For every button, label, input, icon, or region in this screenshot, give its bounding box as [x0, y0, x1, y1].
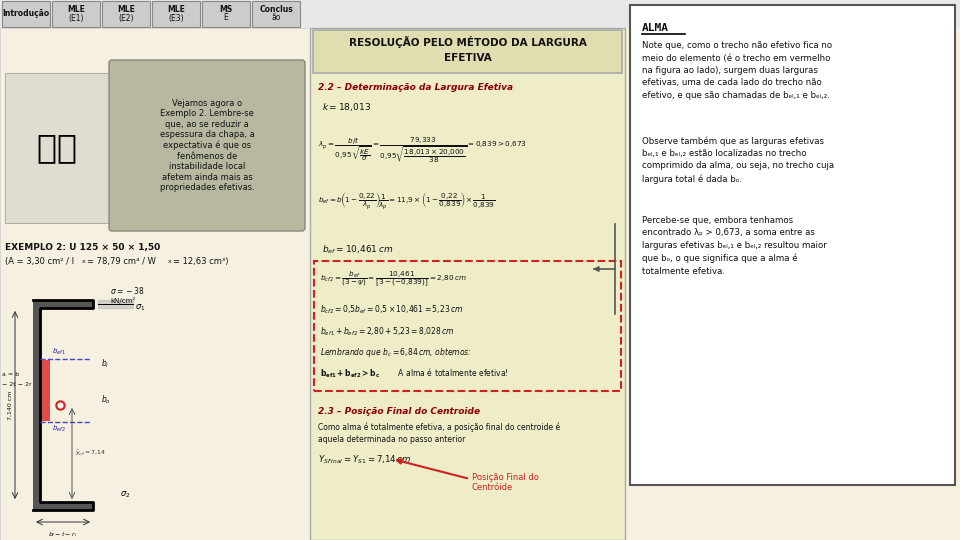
Bar — [0, 0, 960, 28]
Text: x: x — [82, 259, 85, 264]
Text: $\mathbf{b_{ef1} + b_{ef2} > b_c}$        A alma é totalmente efetiva!: $\mathbf{b_{ef1} + b_{ef2} > b_c}$ A alm… — [320, 366, 509, 380]
Text: $b_{ef2}$: $b_{ef2}$ — [52, 424, 66, 434]
Text: $k = 18{,}013$: $k = 18{,}013$ — [322, 101, 371, 113]
Text: Percebe-se que, embora tenhamos
encontrado λₚ > 0,673, a soma entre as
larguras : Percebe-se que, embora tenhamos encontra… — [642, 216, 827, 276]
Text: Note que, como o trecho não efetivo fica no
meio do elemento (é o trecho em verm: Note que, como o trecho não efetivo fica… — [642, 41, 832, 100]
Bar — [33, 502, 93, 510]
Polygon shape — [98, 300, 133, 308]
Text: MLE: MLE — [67, 5, 84, 15]
Text: EXEMPLO 2: U 125 × 50 × 1,50: EXEMPLO 2: U 125 × 50 × 1,50 — [5, 243, 160, 252]
Text: $b_{ef} = 10{,}461 \, cm$: $b_{ef} = 10{,}461 \, cm$ — [322, 243, 394, 255]
FancyBboxPatch shape — [252, 1, 300, 27]
Bar — [40, 360, 50, 421]
Text: $b_{ef1}$: $b_{ef1}$ — [52, 347, 66, 357]
Text: $\lambda_p = \dfrac{b/t}{0{,}95\sqrt{\dfrac{kE}{\sigma}}} = \dfrac{79{,}333}{0{,: $\lambda_p = \dfrac{b/t}{0{,}95\sqrt{\df… — [318, 136, 527, 166]
Text: kN/cm²: kN/cm² — [110, 297, 135, 304]
Text: 2.3 – Posição Final do Centroide: 2.3 – Posição Final do Centroide — [318, 407, 480, 416]
Text: x: x — [168, 259, 172, 264]
Text: − 2t − 2r: − 2t − 2r — [2, 382, 32, 388]
Text: Posição Final do
Centróide: Posição Final do Centróide — [472, 473, 539, 492]
Text: $Y_{SFinal} = Y_{S1} = 7{,}14 \, cm$: $Y_{SFinal} = Y_{S1} = 7{,}14 \, cm$ — [318, 453, 411, 465]
Bar — [0, 28, 310, 540]
Bar — [33, 300, 93, 308]
Text: $\bar{y}_{cf}=7{,}14$: $\bar{y}_{cf}=7{,}14$ — [75, 449, 107, 458]
Text: Introdução: Introdução — [2, 10, 50, 18]
Text: = 12,63 cm³): = 12,63 cm³) — [173, 257, 228, 266]
Text: 2.2 – Determinação da Largura Efetiva: 2.2 – Determinação da Largura Efetiva — [318, 83, 514, 92]
FancyBboxPatch shape — [52, 1, 100, 27]
Text: (A = 3,30 cm² / I: (A = 3,30 cm² / I — [5, 257, 74, 266]
Text: $b_f - t - r_i$: $b_f - t - r_i$ — [48, 530, 78, 539]
Text: 7,140 cm: 7,140 cm — [8, 390, 13, 420]
Text: RESOLUÇÃO PELO MÉTODO DA LARGURA: RESOLUÇÃO PELO MÉTODO DA LARGURA — [348, 36, 587, 48]
Text: $b_{ef} = b\!\left(1 - \dfrac{0{,}22}{\lambda_p}\right)\!\dfrac{1}{\lambda_p} = : $b_{ef} = b\!\left(1 - \dfrac{0{,}22}{\l… — [318, 191, 495, 213]
Text: Vejamos agora o
Exemplo 2. Lembre-se
que, ao se reduzir a
espessura da chapa, a
: Vejamos agora o Exemplo 2. Lembre-se que… — [159, 99, 254, 192]
Text: $b_{cf2} = \dfrac{b_{ef}}{(3 - \psi)} = \dfrac{10{,}461}{[3-(-0{,}839)]} = 2{,}8: $b_{cf2} = \dfrac{b_{ef}}{(3 - \psi)} = … — [320, 269, 467, 288]
Text: aquela determinada no passo anterior: aquela determinada no passo anterior — [318, 435, 466, 444]
Text: $b_o$: $b_o$ — [101, 394, 111, 406]
Text: MLE: MLE — [117, 5, 135, 15]
Text: Como alma é totalmente efetiva, a posição final do centroide é: Como alma é totalmente efetiva, a posiçã… — [318, 423, 560, 433]
Text: $b_i$: $b_i$ — [101, 357, 109, 370]
Text: $b_{ef1} + b_{ef2} = 2{,}80 + 5{,}23 = 8{,}028 \, cm$: $b_{ef1} + b_{ef2} = 2{,}80 + 5{,}23 = 8… — [320, 326, 455, 339]
Text: a = b: a = b — [2, 373, 19, 377]
FancyBboxPatch shape — [102, 1, 150, 27]
Text: 👨‍💻: 👨‍💻 — [37, 132, 77, 165]
Text: ão: ão — [272, 14, 280, 23]
Bar — [630, 5, 955, 485]
Text: $\sigma_1$: $\sigma_1$ — [135, 303, 145, 313]
Bar — [33, 300, 40, 510]
Bar — [310, 28, 625, 540]
FancyBboxPatch shape — [152, 1, 200, 27]
Bar — [313, 30, 622, 73]
FancyBboxPatch shape — [202, 1, 250, 27]
Text: $\sigma = -38$: $\sigma = -38$ — [110, 285, 145, 296]
Bar — [5, 73, 110, 223]
Text: = 78,79 cm⁴ / W: = 78,79 cm⁴ / W — [87, 257, 156, 266]
Text: $\sigma_2$: $\sigma_2$ — [120, 490, 131, 500]
FancyBboxPatch shape — [109, 60, 305, 231]
Text: (E1): (E1) — [68, 14, 84, 23]
Text: ALMA: ALMA — [642, 23, 669, 33]
Text: MLE: MLE — [167, 5, 185, 15]
FancyBboxPatch shape — [2, 1, 50, 27]
Text: Observe também que as larguras efetivas
bₑₗ,₁ e bₑₗ,₂ estão localizadas no trech: Observe também que as larguras efetivas … — [642, 136, 834, 184]
Text: Conclus: Conclus — [259, 5, 293, 15]
Text: EFETIVA: EFETIVA — [444, 53, 492, 63]
Text: (E3): (E3) — [168, 14, 183, 23]
FancyBboxPatch shape — [314, 261, 621, 391]
Text: Lembrando que $b_c = 6{,}84 \, cm$, obtemos:: Lembrando que $b_c = 6{,}84 \, cm$, obte… — [320, 346, 471, 359]
Text: $b_{cf2} = 0{,}5b_{ef} = 0{,}5 \times 10{,}461 = 5{,}23 \, cm$: $b_{cf2} = 0{,}5b_{ef} = 0{,}5 \times 10… — [320, 304, 464, 316]
Text: E: E — [224, 14, 228, 23]
Text: MS: MS — [220, 5, 232, 15]
Text: (E2): (E2) — [118, 14, 133, 23]
